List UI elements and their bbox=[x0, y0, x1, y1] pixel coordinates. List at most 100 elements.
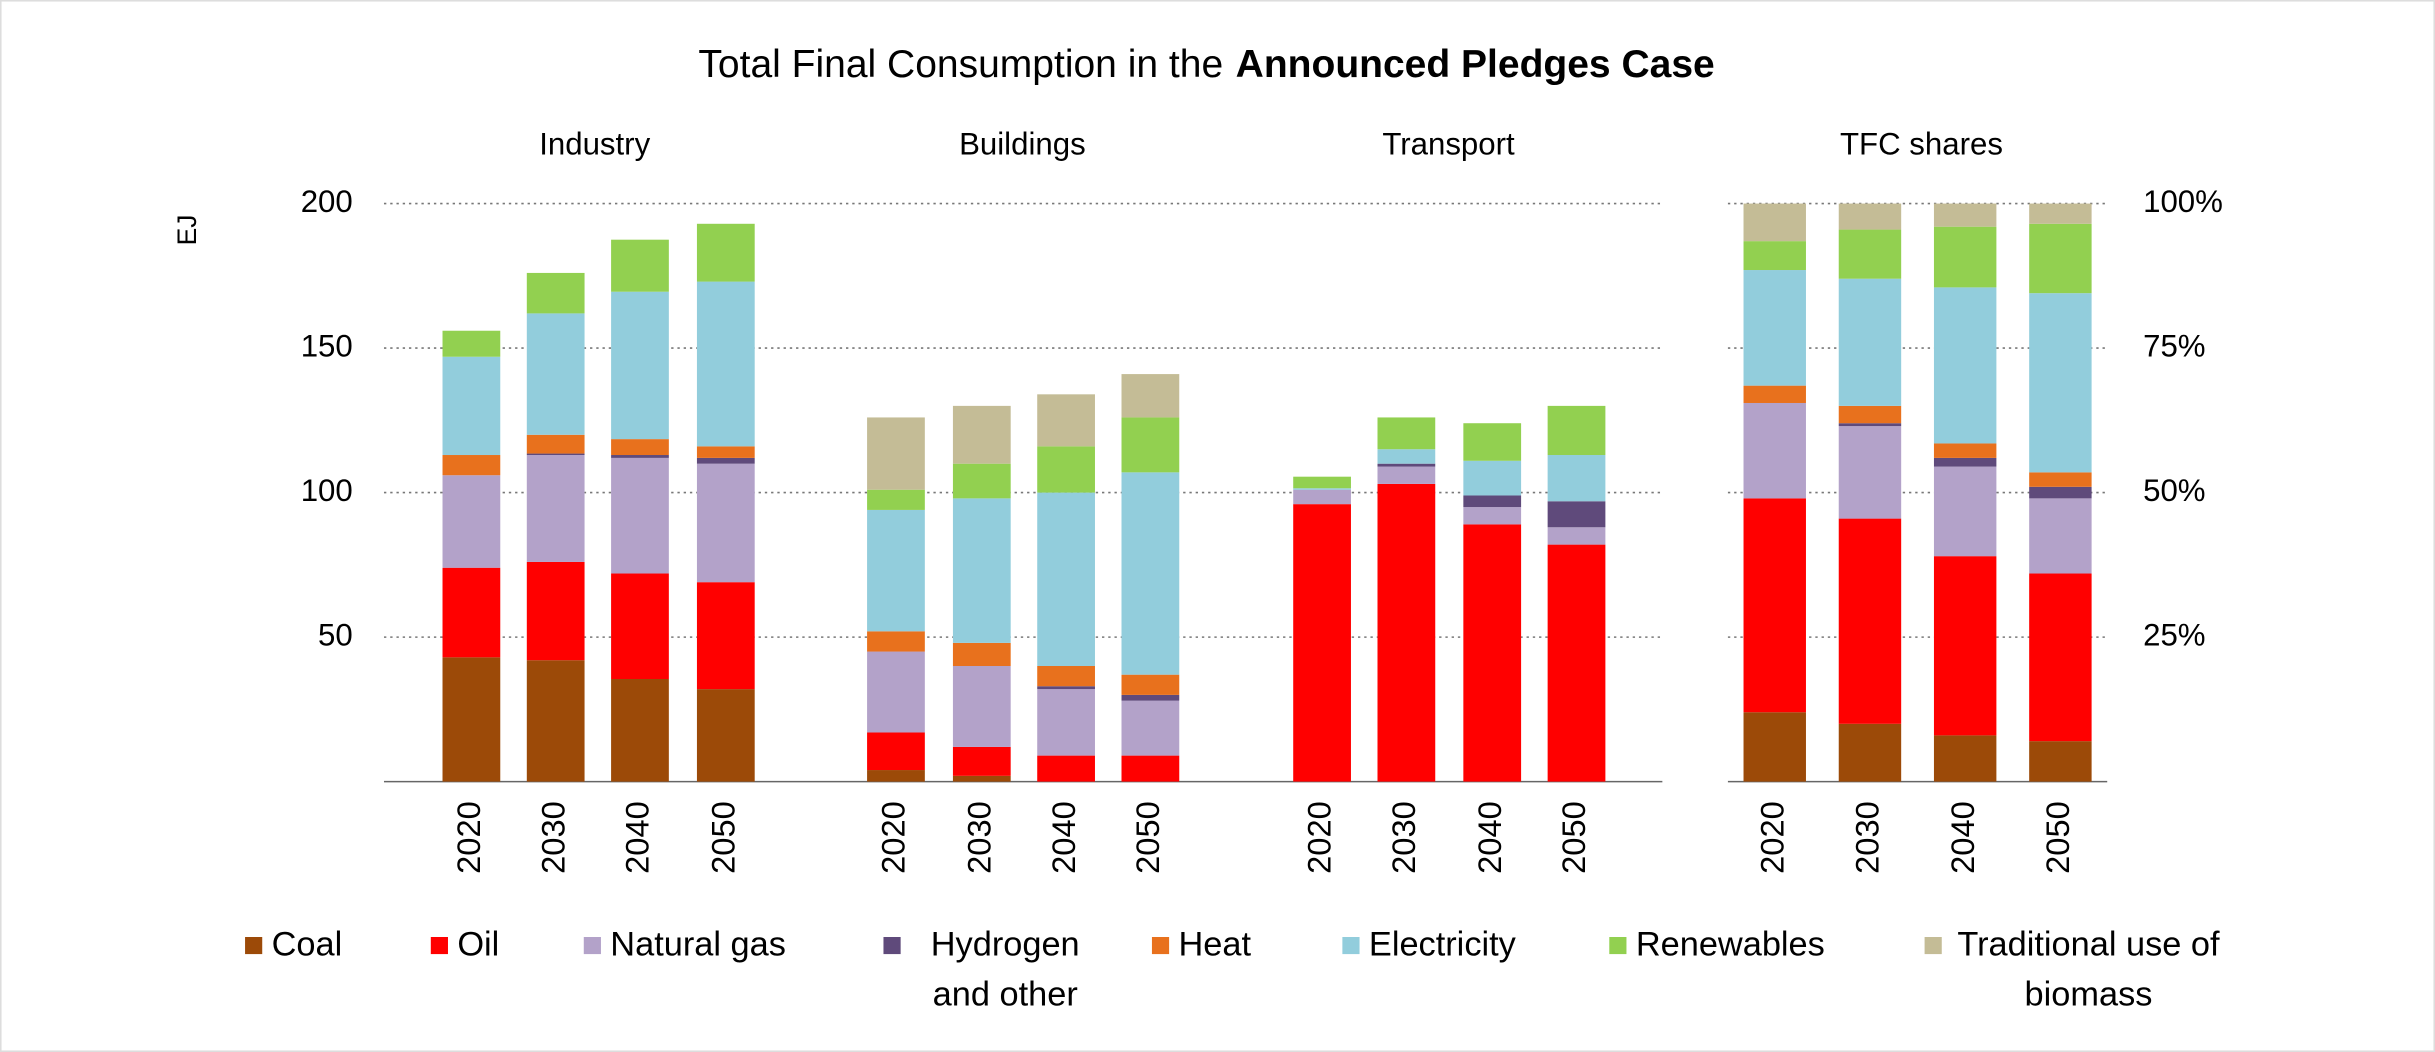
panel-title: Industry bbox=[539, 126, 650, 161]
legend-label: Oil bbox=[457, 924, 500, 964]
bar-segment bbox=[2029, 472, 2092, 487]
bar-segment bbox=[952, 463, 1011, 499]
bar-segment bbox=[1121, 374, 1180, 418]
bar-segment bbox=[1547, 455, 1606, 502]
bar-segment bbox=[1933, 556, 1997, 736]
bar-segment bbox=[1933, 443, 1997, 458]
bar-segment bbox=[1838, 278, 1902, 406]
bar-segment bbox=[526, 272, 585, 314]
bar-segment bbox=[696, 689, 755, 782]
bar-segment bbox=[611, 291, 669, 440]
bar-segment bbox=[1838, 405, 1902, 424]
x-tick-label: 2020 bbox=[1753, 801, 1790, 874]
legend-item: Hydrogen and other bbox=[883, 920, 1100, 1019]
bar-segment bbox=[2029, 223, 2092, 294]
bar-segment bbox=[867, 509, 925, 632]
x-tick-label: 2020 bbox=[1301, 801, 1338, 874]
y-tick-label: 150 bbox=[301, 328, 353, 363]
bar-segment bbox=[526, 561, 585, 661]
panel-title: Transport bbox=[1382, 126, 1515, 161]
bar-segment bbox=[696, 281, 755, 447]
bar-segment bbox=[1838, 518, 1902, 724]
bar-segment bbox=[1037, 394, 1095, 447]
bar-segment bbox=[1933, 226, 1997, 288]
bar-segment bbox=[696, 457, 755, 464]
bar-segment bbox=[442, 356, 501, 456]
bar-segment bbox=[1547, 405, 1606, 456]
title-text: Total Final Consumption in the bbox=[698, 43, 1223, 86]
bar-segment bbox=[1377, 463, 1436, 467]
bar-segment bbox=[1037, 446, 1095, 493]
bar-segment bbox=[1838, 426, 1902, 519]
bar-segment bbox=[2029, 486, 2092, 499]
bar-segment bbox=[526, 434, 585, 454]
legend-label: Coal bbox=[271, 924, 343, 964]
x-tick-label: 2050 bbox=[704, 801, 741, 874]
bar-segment bbox=[867, 631, 925, 652]
legend-item: Oil bbox=[430, 920, 500, 970]
bar-segment bbox=[1463, 507, 1522, 525]
legend-label: Natural gas bbox=[610, 924, 786, 964]
bar-segment bbox=[1121, 417, 1180, 473]
bar-segment bbox=[1463, 495, 1522, 508]
bar-segment bbox=[442, 330, 501, 357]
legend-label: Hydrogen and other bbox=[930, 924, 1080, 1014]
legend: Coal Oil Natural gas Hydrogen and other Heat… bbox=[0, 920, 2435, 1029]
bar-segment bbox=[1743, 712, 1806, 782]
bar-segment bbox=[1547, 501, 1606, 528]
y2-tick-label: 100% bbox=[2143, 184, 2223, 219]
panel-title: TFC shares bbox=[1840, 126, 2003, 161]
bar-segment bbox=[1463, 524, 1522, 782]
x-tick-label: 2050 bbox=[2039, 801, 2076, 874]
bar-segment bbox=[611, 679, 669, 782]
legend-label: Traditional use of biomass bbox=[1957, 924, 2220, 1014]
bar-segment bbox=[952, 642, 1011, 667]
y-axis-label: EJ bbox=[172, 215, 202, 246]
bar-segment bbox=[1293, 488, 1351, 490]
legend-swatch bbox=[583, 937, 601, 955]
bar-segment bbox=[611, 573, 669, 680]
x-tick-label: 2040 bbox=[619, 801, 656, 874]
bar-segment bbox=[2029, 203, 2092, 224]
bar-segment bbox=[1838, 229, 1902, 279]
bar-segment bbox=[1037, 492, 1095, 667]
y2-tick-label: 50% bbox=[2143, 473, 2205, 508]
x-tick-label: 2020 bbox=[875, 801, 912, 874]
bar-segment bbox=[1743, 270, 1806, 386]
title-emphasis: Announced Pledges Case bbox=[1236, 43, 1715, 86]
bar-segment bbox=[1743, 241, 1806, 271]
bar-segment bbox=[1838, 723, 1902, 782]
y-tick-label: 100 bbox=[301, 473, 353, 508]
bar-segment bbox=[526, 660, 585, 782]
bar-segment bbox=[952, 498, 1011, 643]
bar-segment bbox=[696, 582, 755, 690]
bar-segment bbox=[696, 223, 755, 282]
legend-item: Traditional use of biomass bbox=[1924, 920, 2226, 1019]
legend-swatch bbox=[1151, 937, 1170, 955]
x-tick-label: 2040 bbox=[1944, 801, 1981, 874]
bar-segment bbox=[1293, 476, 1351, 489]
legend-swatch bbox=[1342, 937, 1360, 955]
bar-segment bbox=[611, 457, 669, 574]
bar-segment bbox=[867, 417, 925, 490]
bar-segment bbox=[1377, 483, 1436, 782]
bar-segment bbox=[1121, 694, 1180, 701]
y-tick-label: 200 bbox=[301, 184, 353, 219]
bar-segment bbox=[1121, 700, 1180, 756]
bar-segment bbox=[1037, 689, 1095, 756]
bar-segment bbox=[1121, 674, 1180, 695]
bar-segment bbox=[952, 775, 1011, 782]
x-tick-label: 2040 bbox=[1045, 801, 1082, 874]
bar-segment bbox=[867, 651, 925, 733]
chart-title: Total Final Consumption in the Announced … bbox=[698, 43, 1714, 86]
bar-segment bbox=[1037, 686, 1095, 690]
legend-swatch bbox=[1609, 937, 1627, 955]
legend-item: Renewables bbox=[1609, 920, 1825, 970]
bar-segment bbox=[867, 732, 925, 771]
y2-tick-label: 25% bbox=[2143, 617, 2205, 652]
bar-segment bbox=[1743, 498, 1806, 713]
x-tick-label: 2030 bbox=[960, 801, 997, 874]
bar-segment bbox=[526, 453, 585, 456]
bar-segment bbox=[1838, 423, 1902, 427]
